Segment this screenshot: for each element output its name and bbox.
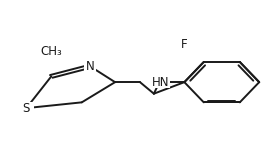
Text: N: N [86,60,94,73]
FancyBboxPatch shape [151,76,171,88]
Text: CH₃: CH₃ [40,45,62,58]
FancyBboxPatch shape [84,61,96,72]
Text: HN: HN [152,76,170,89]
FancyBboxPatch shape [39,46,64,58]
Text: F: F [181,38,188,51]
Text: S: S [23,102,30,115]
FancyBboxPatch shape [178,39,191,50]
FancyBboxPatch shape [19,102,34,114]
